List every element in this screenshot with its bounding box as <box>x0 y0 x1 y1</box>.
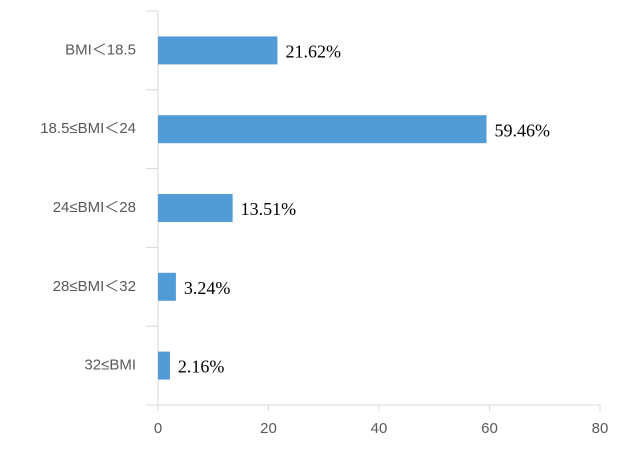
bar <box>158 115 487 144</box>
value-label: 2.16% <box>178 357 225 377</box>
bar <box>158 272 176 301</box>
value-label: 13.51% <box>241 199 297 219</box>
y-tick-label: BMI＜18.5 <box>65 41 136 58</box>
x-tick-label: 80 <box>592 420 609 437</box>
value-label: 21.62% <box>285 42 341 62</box>
value-label: 3.24% <box>184 278 231 298</box>
bar <box>158 194 233 222</box>
bar <box>158 36 278 65</box>
y-tick-label: 28≤BMI＜32 <box>53 278 136 295</box>
y-tick-label: 18.5≤BMI＜24 <box>40 120 136 137</box>
x-tick-label: 40 <box>371 420 388 437</box>
x-tick-label: 60 <box>481 420 498 437</box>
bar <box>158 351 170 380</box>
y-tick-label: 32≤BMI <box>84 357 136 374</box>
value-label: 59.46% <box>495 120 550 140</box>
y-tick-label: 24≤BMI＜28 <box>53 199 136 216</box>
x-tick-label: 0 <box>154 420 162 437</box>
x-tick-label: 20 <box>260 420 277 437</box>
